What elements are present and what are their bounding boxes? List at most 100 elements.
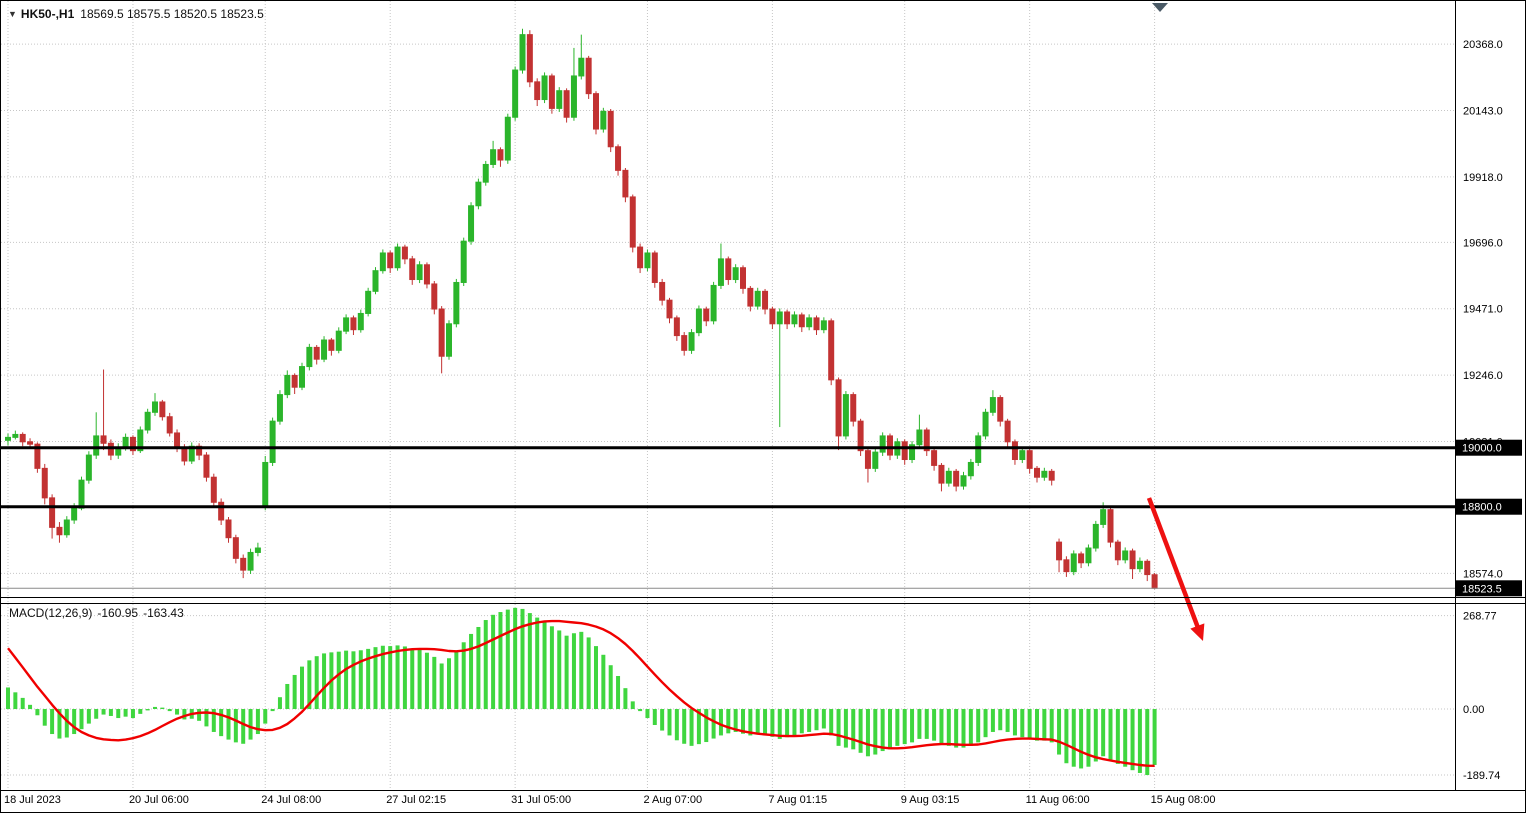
candle xyxy=(350,317,357,331)
candle xyxy=(1122,550,1129,561)
macd-histogram-bar xyxy=(292,674,297,710)
axis-label: 20143.0 xyxy=(1463,105,1503,117)
macd-histogram-bar xyxy=(300,666,304,710)
macd-histogram-bar xyxy=(255,709,260,735)
chart-shift-marker-icon xyxy=(1152,3,1168,12)
time-axis-label: 11 Aug 06:00 xyxy=(1026,794,1090,806)
candle xyxy=(725,258,732,281)
macd-histogram-bar xyxy=(454,651,459,710)
candle xyxy=(629,196,636,248)
macd-histogram-bar xyxy=(549,626,554,710)
candle xyxy=(166,416,173,434)
macd-name: MACD(12,26,9) xyxy=(9,606,93,620)
candle xyxy=(945,470,952,484)
candle xyxy=(909,444,916,461)
macd-histogram-bar xyxy=(843,709,848,748)
time-axis-label: 31 Jul 05:00 xyxy=(511,794,571,806)
macd-histogram-bar xyxy=(741,709,745,734)
candle xyxy=(343,317,350,332)
candle xyxy=(887,435,893,456)
macd-histogram-bar xyxy=(1086,709,1091,767)
candle xyxy=(901,441,908,461)
macd-histogram-bar xyxy=(307,660,312,710)
macd-histogram-bar xyxy=(718,709,723,736)
macd-histogram-bar xyxy=(858,709,863,753)
macd-histogram-bar xyxy=(138,709,143,714)
macd-histogram-bar xyxy=(601,654,606,710)
macd-histogram-bar xyxy=(733,709,738,732)
macd-histogram-bar xyxy=(579,631,584,710)
candle xyxy=(637,246,644,269)
macd-histogram-bar xyxy=(145,709,150,711)
macd-histogram-bar xyxy=(998,709,1003,731)
macd-histogram-bar xyxy=(86,709,91,724)
macd-histogram-bar xyxy=(711,709,716,739)
candle xyxy=(482,163,489,183)
candle xyxy=(784,311,791,325)
macd-histogram-bar xyxy=(366,648,371,710)
svg-text:18523.5: 18523.5 xyxy=(1462,583,1502,595)
macd-histogram-bar xyxy=(807,709,812,732)
candle xyxy=(1026,450,1033,469)
candle xyxy=(218,501,225,521)
candle xyxy=(1056,541,1063,561)
macd-histogram-bar xyxy=(277,697,282,710)
svg-text:18800.0: 18800.0 xyxy=(1462,502,1502,514)
macd-signal-value: -163.43 xyxy=(143,606,184,620)
candle xyxy=(512,69,519,118)
macd-histogram-bar xyxy=(755,709,760,734)
macd-histogram-bar xyxy=(968,709,973,746)
candle xyxy=(357,312,364,331)
candle xyxy=(960,475,967,487)
macd-histogram-bar xyxy=(748,709,753,736)
macd-histogram-bar xyxy=(1115,709,1120,764)
candle xyxy=(291,374,298,388)
candle xyxy=(240,557,247,571)
macd-histogram-bar xyxy=(821,709,826,729)
macd-histogram-bar xyxy=(204,709,209,727)
candle xyxy=(703,308,710,322)
macd-histogram-bar xyxy=(461,642,466,710)
candle xyxy=(34,443,41,469)
candle xyxy=(93,435,100,456)
candle xyxy=(129,436,136,452)
gridlines xyxy=(1,1,1455,790)
macd-histogram-bar xyxy=(130,709,135,719)
candle xyxy=(659,281,666,301)
candle xyxy=(850,394,857,422)
macd-histogram-bar xyxy=(1035,709,1039,741)
candle xyxy=(247,551,254,571)
candle xyxy=(475,181,482,207)
macd-histogram-bar xyxy=(1071,709,1076,767)
time-axis-label: 20 Jul 06:00 xyxy=(129,794,189,806)
macd-main-value: -160.95 xyxy=(97,606,139,620)
trend-arrow[interactable] xyxy=(1146,497,1205,641)
candle xyxy=(335,330,342,351)
macd-histogram-bar xyxy=(535,617,540,710)
macd-histogram-bar xyxy=(28,704,33,710)
candle xyxy=(49,497,56,528)
candle xyxy=(394,246,401,269)
macd-histogram-bar xyxy=(410,648,415,710)
candle xyxy=(798,314,805,328)
macd-histogram-bar xyxy=(351,651,356,710)
macd-histogram-bar xyxy=(1093,709,1098,762)
candle xyxy=(916,429,923,446)
macd-histogram-bar xyxy=(652,709,657,726)
candle xyxy=(306,346,313,368)
candle xyxy=(379,252,386,272)
candle xyxy=(879,435,886,453)
macd-histogram-bar xyxy=(814,709,819,731)
candle xyxy=(1004,420,1011,443)
macd-histogram-bar xyxy=(182,709,187,720)
macd-histogram-bar xyxy=(476,626,481,710)
candle xyxy=(453,281,460,325)
candle xyxy=(416,264,423,281)
macd-histogram-bar xyxy=(1130,709,1135,771)
macd-histogram-bar xyxy=(770,709,775,737)
macd-histogram-bar xyxy=(689,709,694,746)
time-axis-label: 15 Aug 08:00 xyxy=(1151,794,1216,806)
candle xyxy=(769,308,776,325)
